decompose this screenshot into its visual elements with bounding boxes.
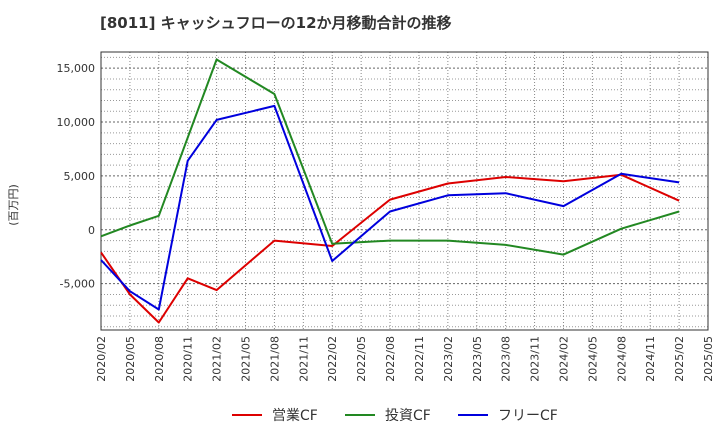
y-tick-label: 0 xyxy=(88,224,95,237)
y-tick-label: 5,000 xyxy=(64,170,96,183)
legend-label: 投資CF xyxy=(385,408,431,424)
x-tick-label: 2021/11 xyxy=(297,336,310,382)
x-tick-label: 2022/02 xyxy=(326,336,339,382)
series-layer xyxy=(100,58,680,324)
x-axis-ticks: 2020/02 2020/05 2020/08 2020/11 2021/02 2021/… xyxy=(95,336,715,382)
y-axis-label: (百万円) xyxy=(7,184,20,226)
legend-item: 営業CF xyxy=(232,404,318,426)
x-tick-label: 2022/08 xyxy=(384,336,397,382)
x-tick-label: 2024/02 xyxy=(557,336,570,382)
series-line xyxy=(100,173,680,324)
chart-title: [8011] キャッシュフローの12か月移動合計の推移 xyxy=(100,14,452,32)
x-tick-label: 2025/05 xyxy=(702,336,715,382)
x-tick-label: 2021/08 xyxy=(268,336,281,382)
x-tick-label: 2024/05 xyxy=(586,336,599,382)
legend-swatch xyxy=(458,414,488,416)
legend: 営業CF 投資CF フリーCF xyxy=(0,404,720,426)
legend-item: フリーCF xyxy=(458,404,558,426)
legend-swatch xyxy=(345,414,375,416)
x-tick-label: 2025/02 xyxy=(673,336,686,382)
plot-border xyxy=(100,51,709,331)
y-tick-label: 15,000 xyxy=(57,62,96,75)
y-tick-label: 10,000 xyxy=(57,116,96,129)
x-tick-label: 2024/08 xyxy=(615,336,628,382)
x-tick-label: 2021/02 xyxy=(211,336,224,382)
legend-item: 投資CF xyxy=(345,404,431,426)
x-tick-label: 2023/11 xyxy=(529,336,542,382)
y-tick-label: -5,000 xyxy=(60,278,95,291)
x-tick-label: 2024/11 xyxy=(644,336,657,382)
x-tick-label: 2023/02 xyxy=(442,336,455,382)
series-line xyxy=(100,104,680,311)
legend-swatch xyxy=(232,414,262,416)
x-tick-label: 2023/08 xyxy=(500,336,513,382)
x-tick-label: 2021/05 xyxy=(240,336,253,382)
x-tick-label: 2020/02 xyxy=(95,336,108,382)
legend-label: 営業CF xyxy=(272,408,318,424)
x-tick-label: 2022/05 xyxy=(355,336,368,382)
series-line xyxy=(100,58,680,256)
x-tick-label: 2020/05 xyxy=(124,336,137,382)
x-tick-label: 2023/05 xyxy=(471,336,484,382)
x-tick-label: 2020/11 xyxy=(182,336,195,382)
y-axis-ticks: -5,000 0 5,000 10,000 15,000 xyxy=(57,62,96,291)
x-tick-label: 2020/08 xyxy=(153,336,166,382)
plot-background xyxy=(101,52,708,330)
x-tick-label: 2022/11 xyxy=(413,336,426,382)
legend-label: フリーCF xyxy=(498,408,558,424)
